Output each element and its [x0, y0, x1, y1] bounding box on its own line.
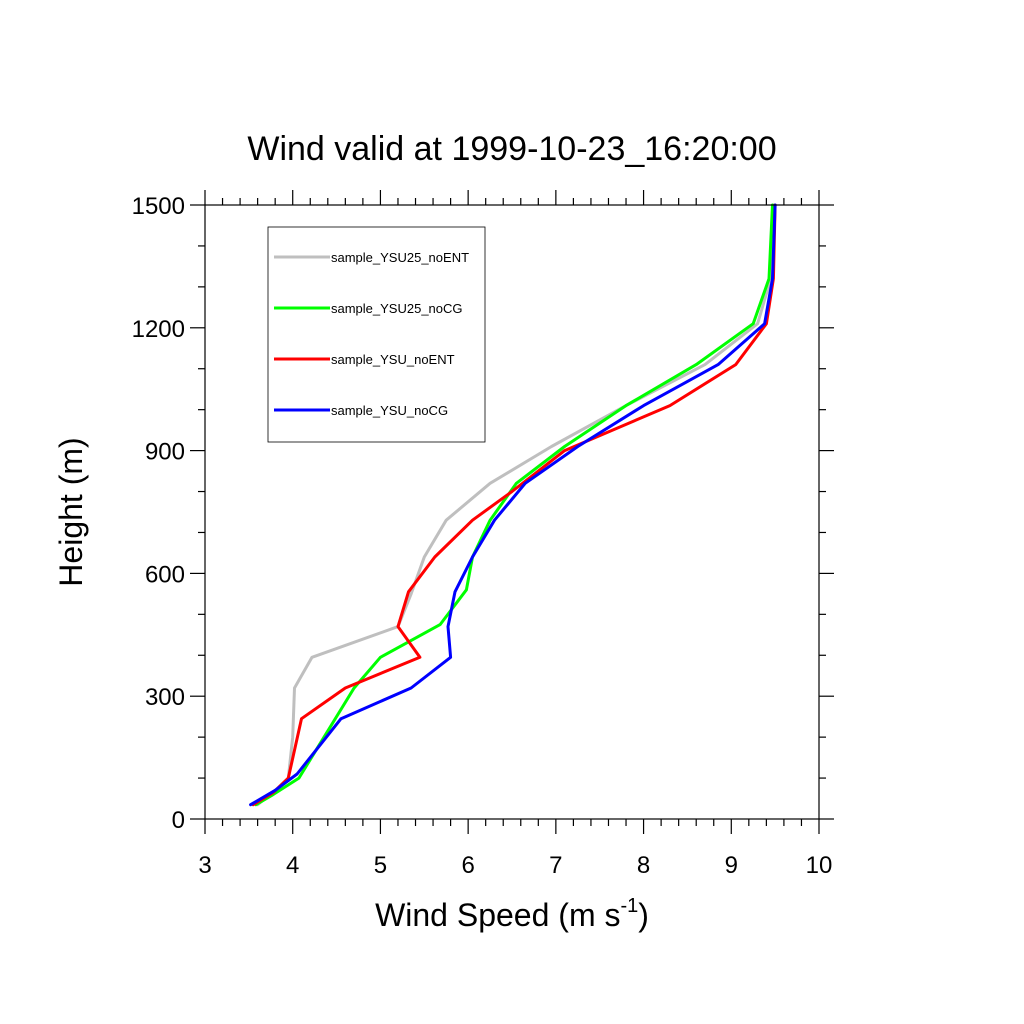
tick-labels: 3 4 5 6 7 8 9 10 0 300 600 900 1200 1500: [132, 193, 833, 879]
x-tick-label: 6: [461, 852, 474, 879]
legend-box: [267, 226, 486, 443]
x-tick-label: 9: [725, 852, 738, 879]
series-line-sample_YSU_noENT: [251, 203, 777, 807]
series-line-sample_YSU25_noENT: [256, 203, 775, 807]
legend-label: sample_YSU_noCG: [331, 403, 448, 418]
x-axis-label: Wind Speed (m s-1): [375, 895, 649, 933]
x-tick-label: 7: [549, 852, 562, 879]
y-tick-label: 1200: [132, 316, 185, 343]
y-tick-label: 300: [145, 684, 185, 711]
y-axis-label: Height (m): [53, 437, 89, 586]
series-lines: [249, 203, 777, 807]
y-tick-label: 1500: [132, 193, 185, 220]
x-tick-label: 4: [286, 852, 299, 879]
legend-label: sample_YSU25_noCG: [331, 301, 463, 316]
legend-label: sample_YSU25_noENT: [331, 250, 469, 265]
x-axis-label-tail: ): [638, 897, 649, 933]
legend-label: sample_YSU_noENT: [331, 352, 455, 367]
y-tick-label: 600: [145, 561, 185, 588]
axis-ticks: [190, 190, 834, 834]
series-line-sample_YSU_noCG: [249, 203, 777, 807]
x-axis-label-main: Wind Speed (m s: [375, 897, 620, 933]
chart-title: Wind valid at 1999-10-23_16:20:00: [247, 130, 776, 168]
plot-frame: [204, 204, 820, 820]
x-tick-label: 3: [198, 852, 211, 879]
x-axis-label-superscript: -1: [620, 895, 638, 917]
y-tick-label: 0: [172, 807, 185, 834]
y-tick-label: 900: [145, 439, 185, 466]
x-tick-label: 8: [637, 852, 650, 879]
x-tick-label: 10: [806, 852, 833, 879]
legend: sample_YSU25_noENT sample_YSU25_noCGsampl…: [267, 226, 486, 443]
x-tick-label: 5: [374, 852, 387, 879]
